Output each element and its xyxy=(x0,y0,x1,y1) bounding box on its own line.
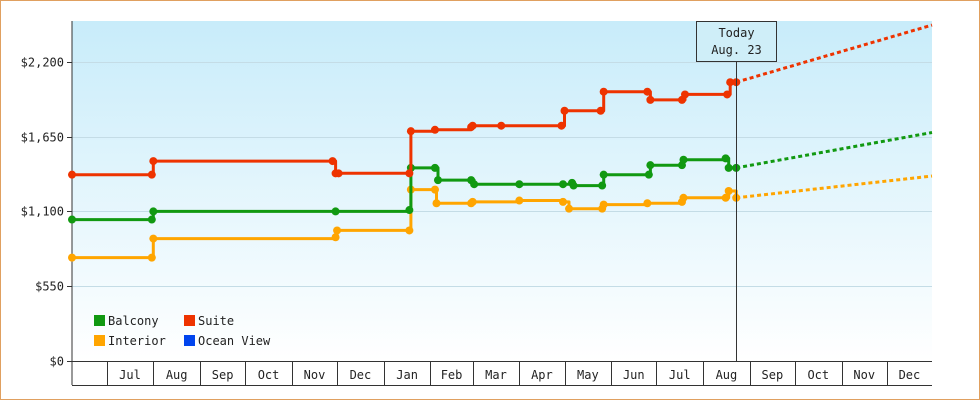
legend-swatch xyxy=(94,335,105,346)
y-tick-label: $0 xyxy=(50,355,64,369)
data-point xyxy=(331,207,340,216)
data-point xyxy=(147,253,156,262)
data-point xyxy=(515,180,524,189)
month-label: May xyxy=(577,368,599,382)
month-label: Dec xyxy=(350,368,372,382)
plot-background xyxy=(72,21,932,361)
data-point xyxy=(147,215,156,224)
data-point xyxy=(430,163,439,172)
month-label: Dec xyxy=(899,368,921,382)
data-point xyxy=(724,187,733,195)
month-label: Oct xyxy=(807,368,829,382)
data-point xyxy=(406,127,415,136)
month-label: Nov xyxy=(304,368,326,382)
data-point xyxy=(644,170,653,179)
data-point xyxy=(149,234,158,243)
month-label: Sep xyxy=(762,368,784,382)
legend-swatch xyxy=(94,315,105,326)
data-point xyxy=(328,157,337,166)
data-point xyxy=(68,253,76,262)
data-point xyxy=(643,199,652,208)
data-point xyxy=(569,181,578,190)
data-point xyxy=(721,193,730,202)
series-lines xyxy=(68,23,933,262)
legend-label: Interior xyxy=(108,334,166,348)
data-point xyxy=(334,169,343,178)
data-point xyxy=(468,197,477,206)
data-point xyxy=(430,125,439,134)
y-axis: $0 $550 $1,100 $1,650 $2,200 xyxy=(21,21,73,385)
legend-label: Suite xyxy=(198,314,234,328)
month-label: Nov xyxy=(853,368,875,382)
data-point xyxy=(405,206,414,215)
data-point xyxy=(596,106,605,115)
data-point xyxy=(599,87,608,96)
data-point xyxy=(331,233,340,242)
projection-line-balcony xyxy=(735,131,933,170)
data-point xyxy=(726,78,735,87)
month-label: Jul xyxy=(669,368,691,382)
y-tick-label: $550 xyxy=(35,280,64,294)
data-point xyxy=(724,163,733,172)
data-point xyxy=(560,106,569,115)
data-point xyxy=(68,215,76,224)
legend-swatch xyxy=(184,335,195,346)
data-point xyxy=(599,170,608,179)
today-label: Today xyxy=(718,26,754,40)
data-point xyxy=(599,200,608,209)
today-marker: Today Aug. 23 xyxy=(696,21,777,361)
month-label: Mar xyxy=(485,368,507,382)
y-tick-label: $2,200 xyxy=(21,56,64,70)
legend-swatch xyxy=(184,315,195,326)
today-date-label: Aug. 23 xyxy=(711,43,762,57)
data-point xyxy=(643,87,652,96)
data-point xyxy=(723,90,732,99)
data-point xyxy=(147,170,156,179)
data-point xyxy=(679,193,688,202)
y-tick-label: $1,100 xyxy=(21,205,64,219)
data-point xyxy=(680,90,689,99)
data-point xyxy=(405,226,414,235)
projection-line-interior xyxy=(736,174,933,200)
month-label: Oct xyxy=(258,368,280,382)
data-point xyxy=(149,157,158,166)
data-point xyxy=(598,181,607,190)
data-point xyxy=(333,226,342,235)
legend-label: Balcony xyxy=(108,314,159,328)
data-point xyxy=(646,95,655,104)
data-point xyxy=(405,169,414,178)
y-tick-label: $1,650 xyxy=(21,131,64,145)
month-label: Jan xyxy=(396,368,418,382)
x-axis: Jul Aug Sep Oct Nov Dec Jan Feb Mar Apr May Jun Jul A… xyxy=(72,361,932,386)
month-label: Sep xyxy=(212,368,234,382)
projection-line-suite xyxy=(735,23,933,84)
month-label: Aug xyxy=(716,368,738,382)
data-point xyxy=(557,121,566,130)
data-point xyxy=(565,204,574,213)
data-point xyxy=(432,199,441,208)
data-point xyxy=(558,197,567,206)
month-label: Feb xyxy=(441,368,463,382)
month-label: Jun xyxy=(623,368,645,382)
data-point xyxy=(149,207,158,216)
data-point xyxy=(433,176,442,185)
data-point xyxy=(497,121,506,130)
data-point xyxy=(679,155,688,164)
data-point xyxy=(515,196,524,205)
month-label: Apr xyxy=(531,368,553,382)
legend: Balcony Suite Interior Ocean View xyxy=(94,314,271,348)
data-point xyxy=(721,154,730,163)
data-point xyxy=(558,180,567,189)
month-label: Aug xyxy=(166,368,188,382)
today-box xyxy=(696,21,777,62)
data-point xyxy=(430,185,439,194)
legend-label: Ocean View xyxy=(198,334,271,348)
data-point xyxy=(468,121,477,130)
data-point xyxy=(470,180,479,189)
data-point xyxy=(68,170,76,179)
data-point xyxy=(646,161,655,170)
month-label: Jul xyxy=(119,368,141,382)
